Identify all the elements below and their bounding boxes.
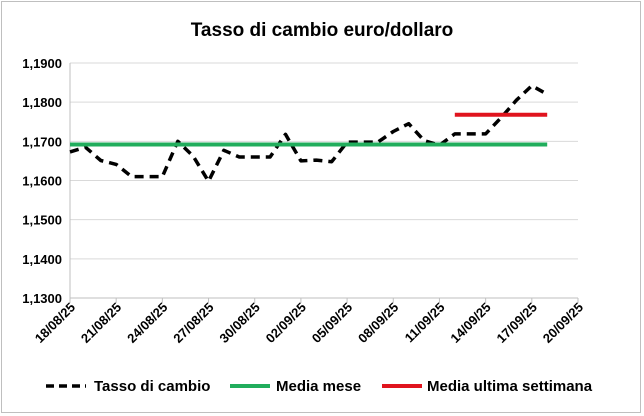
y-tick-label: 1,1300	[22, 291, 62, 306]
y-tick-label: 1,1600	[22, 174, 62, 189]
y-tick-label: 1,1400	[22, 252, 62, 267]
y-tick-label: 1,1500	[22, 213, 62, 228]
x-axis-tick-labels: 18/08/25 21/08/25 24/08/25 27/08/25 30/08/25…	[32, 300, 586, 346]
x-tick-label: 17/09/25	[494, 300, 540, 346]
y-tick-label: 1,1800	[22, 95, 62, 110]
x-tick-label: 18/08/25	[32, 300, 78, 346]
x-tick-label: 30/08/25	[216, 300, 262, 346]
gridlines	[70, 62, 578, 260]
x-tick-label: 05/09/25	[309, 300, 355, 346]
x-tick-label: 27/08/25	[170, 300, 216, 346]
series-lines	[69, 83, 549, 184]
legend: Tasso di cambio Media mese Media ultima se…	[46, 378, 593, 395]
x-tick-label: 08/09/25	[355, 300, 401, 346]
x-tick-label: 14/09/25	[447, 300, 493, 346]
x-tick-label: 02/09/25	[263, 300, 309, 346]
y-axis-tick-labels: 1,1300 1,1400 1,1500 1,1600 1,1700 1,1800 1,19…	[22, 56, 62, 306]
x-tick-label: 20/09/25	[540, 300, 586, 346]
x-tick-label: 24/08/25	[124, 300, 170, 346]
axes	[69, 63, 579, 303]
y-tick-label: 1,1900	[22, 56, 62, 71]
legend-label: Tasso di cambio	[94, 378, 210, 395]
legend-label: Media ultima settimana	[427, 378, 593, 395]
y-tick-label: 1,1700	[22, 134, 62, 149]
legend-label: Media mese	[276, 378, 361, 395]
series-line-1	[69, 83, 549, 184]
chart-title: Tasso di cambio euro/dollaro	[191, 20, 454, 41]
x-tick-label: 11/09/25	[402, 300, 448, 346]
x-tick-label: 21/08/25	[78, 300, 124, 346]
